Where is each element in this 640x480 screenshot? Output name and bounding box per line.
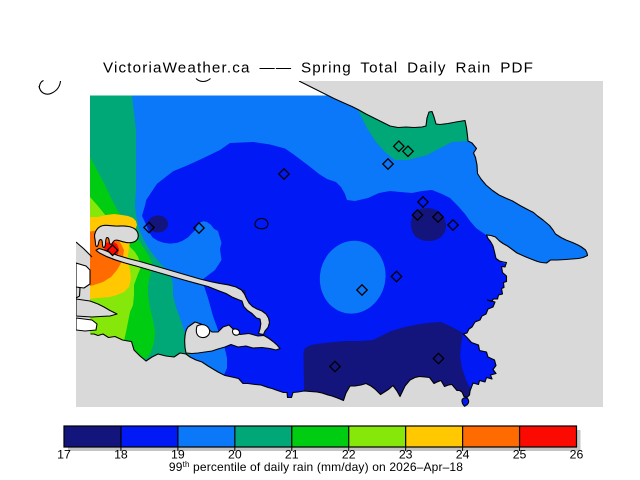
svg-text:18: 18 <box>114 448 128 462</box>
svg-text:23: 23 <box>399 448 413 462</box>
svg-text:17: 17 <box>57 448 71 462</box>
svg-text:99th percentile of daily rain: 99th percentile of daily rain (mm/day) o… <box>169 460 463 474</box>
svg-text:20: 20 <box>228 448 242 462</box>
svg-text:21: 21 <box>285 448 299 462</box>
svg-text:VictoriaWeather.ca —— Spring T: VictoriaWeather.ca —— Spring Total Daily… <box>103 60 534 77</box>
svg-text:22: 22 <box>342 448 356 462</box>
svg-text:26: 26 <box>570 448 584 462</box>
svg-text:25: 25 <box>513 448 527 462</box>
svg-text:19: 19 <box>171 448 185 462</box>
svg-text:24: 24 <box>456 448 470 462</box>
